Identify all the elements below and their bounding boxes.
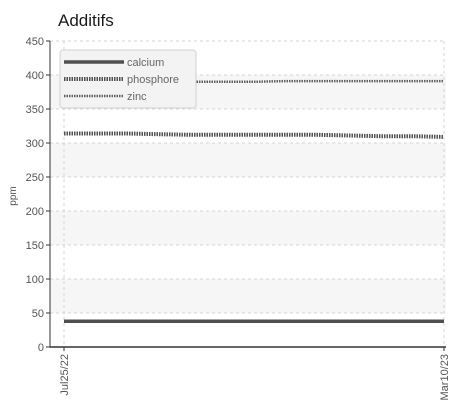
plot-band [50, 211, 446, 245]
y-tick-label: 250 [26, 172, 44, 184]
y-tick-label: 0 [38, 342, 44, 354]
y-tick-label: 200 [26, 206, 44, 218]
axes [49, 41, 446, 348]
y-tick-label: 50 [32, 308, 44, 320]
y-axis-ticks: 0 50 100 150 200 250 300 350 400 450 [26, 36, 50, 354]
y-tick-label: 350 [26, 104, 44, 116]
y-axis-title: ppm [8, 186, 19, 205]
y-tick-label: 450 [26, 36, 44, 48]
plot-band [50, 143, 446, 177]
y-tick-label: 300 [26, 138, 44, 150]
x-axis-ticks: Jul25/22 Mar10/23 [59, 347, 451, 400]
legend: calcium phosphore zinc [59, 49, 197, 109]
x-tick-label: Jul25/22 [59, 354, 71, 396]
y-tick-label: 150 [26, 240, 44, 252]
legend-label-phosphore: phosphore [127, 74, 179, 86]
legend-box [59, 49, 197, 109]
grid [50, 40, 446, 347]
plot-band [50, 245, 446, 279]
y-tick-label: 100 [26, 274, 44, 286]
plot-band [50, 313, 446, 347]
legend-label-zinc: zinc [127, 91, 147, 103]
y-tick-label: 400 [26, 70, 44, 82]
chart-title: Additifs [58, 11, 114, 30]
series-line-phosphore [64, 131, 445, 139]
legend-label-calcium: calcium [127, 57, 164, 69]
plot-band [50, 279, 446, 313]
plot-band [50, 177, 446, 211]
x-tick-label: Mar10/23 [439, 354, 451, 400]
